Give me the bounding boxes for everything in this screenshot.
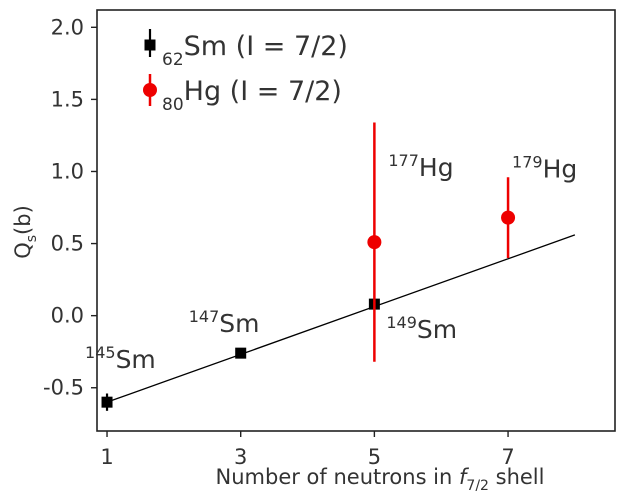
isotope-element: Hg bbox=[543, 155, 578, 184]
x-axis-label-prefix: Number of neutrons in bbox=[216, 465, 460, 489]
x-tick-label: 1 bbox=[100, 445, 113, 469]
sm-legend-label: 62Sm (I = 7/2) bbox=[162, 31, 348, 70]
sm-point-label: 147Sm bbox=[189, 307, 260, 338]
x-axis-label-suffix: shell bbox=[489, 465, 545, 489]
axes-layer: 1 3 5 7 -0.5 0.0 0.5 1.0 1.5 2.0 Number of neutron… bbox=[11, 15, 544, 491]
isotope-mass: 177 bbox=[388, 151, 419, 170]
sm-legend-marker bbox=[144, 39, 156, 51]
hg-legend-label: 80Hg (I = 7/2) bbox=[162, 76, 342, 115]
isotope-element: Hg bbox=[419, 153, 454, 182]
y-tick-label: 0.0 bbox=[51, 304, 84, 328]
legend-spin: (I = 7/2) bbox=[227, 31, 348, 62]
legend-element: Hg bbox=[184, 76, 221, 107]
plot-frame bbox=[96, 9, 616, 432]
isotope-mass: 147 bbox=[189, 307, 220, 326]
y-tick-label: 2.0 bbox=[51, 15, 84, 39]
hg-point bbox=[501, 210, 516, 225]
hg-point-label: 177Hg bbox=[388, 151, 453, 182]
y-tick-label: 1.5 bbox=[51, 87, 84, 111]
y-tick-label: -0.5 bbox=[43, 376, 84, 400]
x-tick-label: 7 bbox=[501, 445, 514, 469]
legend: 62Sm (I = 7/2)80Hg (I = 7/2) bbox=[143, 29, 348, 115]
isotope-mass: 145 bbox=[85, 343, 116, 362]
isotope-mass: 179 bbox=[512, 153, 543, 172]
fit-line bbox=[106, 234, 576, 403]
isotope-element: Sm bbox=[116, 345, 156, 374]
legend-atomic-number: 80 bbox=[162, 95, 184, 115]
sm-point bbox=[235, 347, 247, 359]
y-axis-label-sub: s bbox=[24, 235, 40, 242]
hg-legend-marker bbox=[143, 83, 157, 97]
marks-layer bbox=[101, 122, 516, 411]
y-axis-label-suffix: (b) bbox=[11, 205, 35, 235]
y-axis-label: Qs(b) bbox=[11, 205, 40, 259]
legend-spin: (I = 7/2) bbox=[221, 76, 342, 107]
x-tick-label: 5 bbox=[368, 445, 381, 469]
isotope-element: Sm bbox=[219, 309, 259, 338]
y-axis-label-main: Q bbox=[11, 242, 35, 259]
y-tick-label: 1.0 bbox=[51, 159, 84, 183]
sm-point bbox=[101, 396, 113, 408]
hg-point bbox=[367, 235, 382, 250]
sm-point-label: 149Sm bbox=[386, 313, 457, 344]
fit-layer bbox=[106, 234, 576, 403]
x-axis-label-sub: 7/2 bbox=[466, 478, 489, 491]
legend-element: Sm bbox=[184, 31, 227, 62]
x-axis-label-f: f bbox=[459, 465, 470, 489]
y-tick-label: 0.5 bbox=[51, 232, 84, 256]
isotope-mass: 149 bbox=[386, 313, 417, 332]
legend-atomic-number: 62 bbox=[162, 50, 184, 70]
sm-point-label: 145Sm bbox=[85, 343, 156, 374]
x-tick-label: 3 bbox=[234, 445, 247, 469]
x-axis-label: Number of neutrons in f7/2 shell bbox=[216, 465, 545, 491]
hg-point-label: 179Hg bbox=[512, 153, 577, 184]
isotope-element: Sm bbox=[417, 315, 457, 344]
